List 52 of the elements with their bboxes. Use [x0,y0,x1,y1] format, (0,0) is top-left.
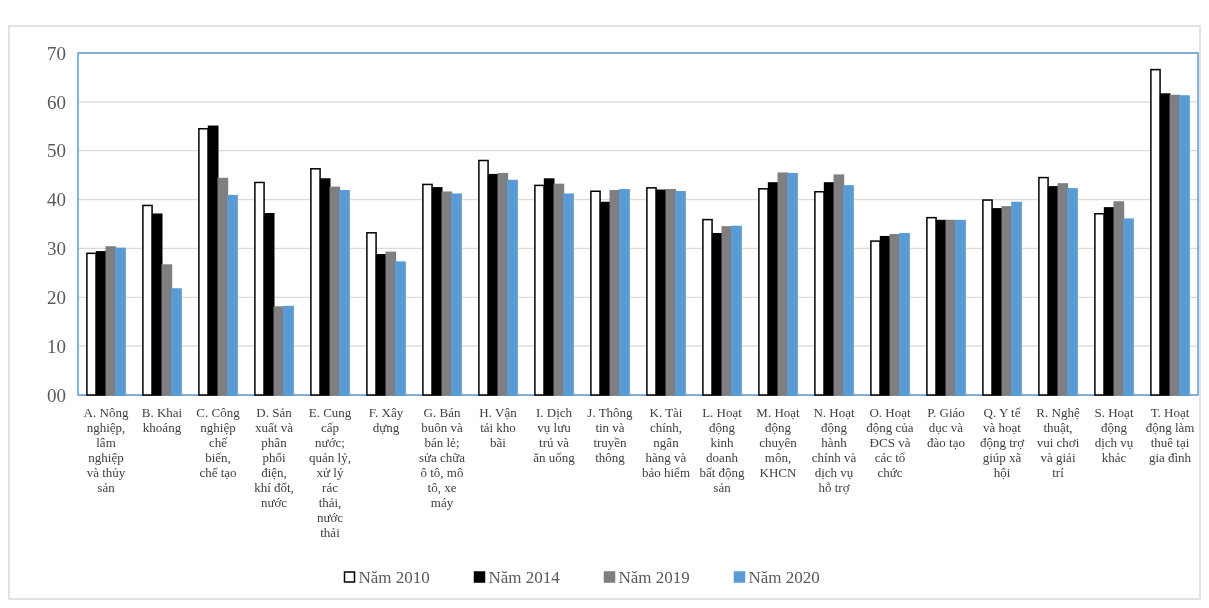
x-tick-label: H. Vận tải kho bãi [479,405,518,450]
bar [329,186,341,396]
y-tick-label: 70 [47,42,66,64]
y-tick-label: 00 [47,384,66,406]
x-tick-label: M. Hoạt động chuyên môn, KHCN [756,405,801,480]
y-tick-label: 50 [47,140,66,162]
bar [833,174,845,396]
x-tick-label: F. Xây dựng [368,405,404,435]
x-tick-label: B. Khai khoáng [141,405,183,435]
bar [889,234,901,396]
x-tick-label: I. Dịch vụ lưu trú và ăn uống [533,405,576,465]
y-tick-label: 10 [47,335,66,357]
x-tick-label: N. Hoạt động hành chính và dịch vụ hỗ trợ [811,405,857,495]
legend-label: Năm 2019 [618,567,690,587]
y-tick-label: 20 [47,286,66,308]
x-tick-label: O. Hoạt động của ĐCS và các tổ chức [866,405,914,480]
legend-label: Năm 2020 [748,567,820,587]
x-tick-label: S. Hoạt động dịch vụ khác [1094,405,1134,465]
bar [497,172,509,396]
x-tick-label: C. Công nghiệp chế biến, chế tạo [196,405,241,480]
x-tick-label: J. Thông tin và truyền thông [587,405,634,465]
x-tick-label: R. Nghệ thuật, vui chơi và giải trí [1036,405,1080,480]
bar [441,191,453,396]
x-tick-label: Q. Y tế và hoạt động trợ giúp xã hội [979,405,1026,480]
bar [273,306,285,396]
bar [553,183,565,396]
bar [1113,201,1125,396]
x-tick-label: K. Tài chính, ngân hàng và bảo hiểm [641,405,691,480]
x-tick-label: G. Bán buôn và bán lẻ; sửa chữa ô tô, mô tô, xe máy [418,405,466,510]
bar [161,264,173,396]
x-tick-label: P. Giáo dục và đào tạo [927,405,965,450]
x-tick-label: D. Sản xuất và phân phối điện, khí đốt, nước [254,405,294,510]
bar [945,219,957,396]
bar [721,226,733,396]
bar [1169,94,1181,396]
y-tick-label: 30 [47,238,66,260]
y-tick-label: 60 [47,91,66,113]
bar [105,246,117,396]
bar [609,190,621,396]
bar [217,177,229,396]
bar [777,172,789,396]
x-tick-label: A. Nông nghiệp, lâm nghiệp và thủy sản [83,405,129,495]
bar [1001,206,1013,396]
legend-label: Năm 2010 [358,567,430,587]
y-tick-label: 40 [47,189,66,211]
category-label: E. Cung cấp nước; quản lý, xử lý rác thải, nước thải [308,405,352,540]
bar [385,251,397,396]
bar [1057,183,1069,396]
x-tick-label: T. Hoạt động làm thuê tại gia đình [1145,405,1195,465]
x-tick-label: L. Hoạt động kinh doanh bất động sản [699,405,746,495]
bar [665,189,677,396]
legend-label: Năm 2014 [488,567,561,587]
